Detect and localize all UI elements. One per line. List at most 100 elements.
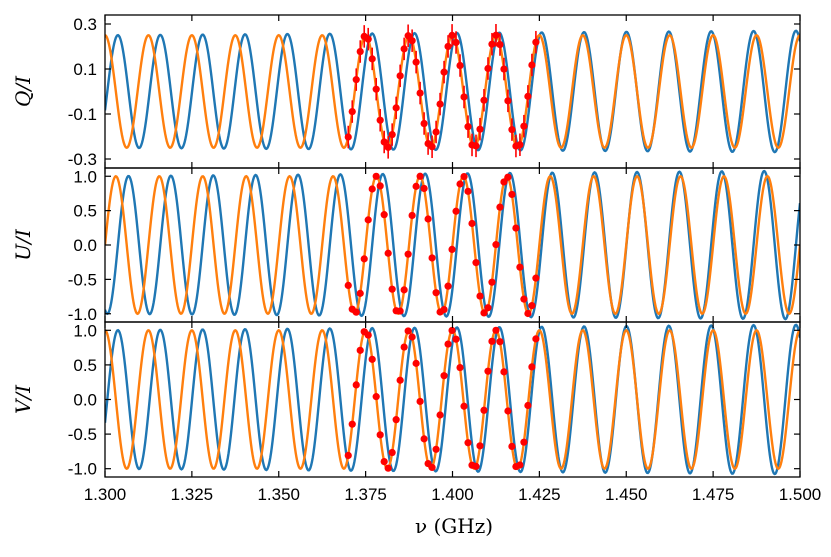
observed-point [464,123,472,131]
y-axis-label: U/I [11,228,35,261]
observed-point [496,203,504,211]
observed-point [532,335,540,343]
observed-point [492,326,500,334]
observed-point [484,367,492,375]
y-tick-label: 0.0 [73,391,97,410]
observed-point [476,442,484,450]
x-tick-label: 1.300 [84,485,127,504]
observed-point [524,309,532,318]
observed-point [532,38,540,46]
observed-point [384,143,392,151]
x-tick-label: 1.500 [779,485,822,504]
observed-point [372,172,380,180]
observed-point [376,182,384,190]
observed-point [464,187,472,195]
panel-0-plot-area [105,24,800,159]
observed-point [404,32,412,40]
observed-point [528,61,536,69]
observed-point [452,38,460,47]
observed-point [476,292,484,300]
observed-point [380,211,388,219]
y-tick-label: -1.0 [68,460,97,479]
observed-point [496,40,504,49]
observed-point [344,451,352,460]
observed-point [520,438,528,446]
observed-point [488,278,496,286]
observed-point [508,190,516,199]
observed-point [412,182,420,190]
observed-point [440,305,448,314]
x-tick-label: 1.350 [257,485,300,504]
observed-point [360,255,368,263]
observed-point [460,402,468,410]
x-tick-label: 1.425 [518,485,561,504]
observed-point [388,448,396,457]
observed-point [364,331,372,339]
observed-point [436,411,444,419]
observed-point [348,107,356,116]
observed-point [400,343,408,351]
observed-point [364,35,372,43]
observed-point [428,254,436,262]
y-tick-label: 0.5 [73,202,97,221]
observed-point [488,40,496,48]
observed-point [400,286,408,294]
observed-point [348,420,356,428]
observed-point [432,289,440,297]
observed-point [532,274,540,282]
panel-1-plot-area [105,169,800,321]
observed-point [416,89,424,97]
observed-point [460,172,468,181]
y-tick-label: 0.1 [73,60,97,79]
y-tick-label: -0.1 [68,105,97,124]
observed-point [492,241,500,249]
x-tick-label: 1.450 [605,485,648,504]
observed-point [432,445,440,453]
observed-point [480,406,488,414]
panel-0: 0.3 0.1 -0.1 -0.3 Q/I [11,14,801,169]
observed-point [472,462,480,470]
observed-point [376,116,384,124]
observed-point [344,133,352,141]
observed-point [452,207,460,215]
observed-point [440,68,448,76]
observed-point [496,338,504,346]
observed-point [428,143,436,151]
observed-point [448,245,456,254]
observed-point [520,295,528,303]
observed-point [528,363,536,371]
panel-2: 1.0 0.5 0.0 -0.5 -1.0 1.300 1.325 1.350 1.375 1.4… [11,321,821,504]
observed-point [372,85,380,93]
observed-point [388,285,396,293]
observed-point [516,263,524,271]
y-tick-label: -0.5 [68,270,97,289]
observed-point [524,92,532,100]
observed-point [416,397,424,406]
observed-point [368,185,376,193]
observed-point [484,64,492,73]
x-tick-label: 1.375 [344,485,387,504]
panel-1: 1.0 0.5 0.0 -0.5 -1.0 U/I [11,167,801,324]
observed-point [412,359,420,367]
observed-point [444,42,452,51]
observed-point [412,58,420,66]
observed-point [528,302,536,310]
y-tick-label: 0.3 [73,15,97,34]
observed-point [356,289,364,297]
observed-point [420,184,428,193]
observed-point [396,307,404,315]
observed-point [396,72,404,80]
observed-point [408,211,416,220]
observed-point [416,172,424,180]
observed-point [428,463,436,472]
observed-point [444,340,452,348]
observed-point [376,431,384,439]
observed-point [444,282,452,290]
y-tick-label: 1.0 [73,167,97,186]
observed-point [384,249,392,257]
y-axis-label: V/I [11,384,35,414]
observed-point [352,308,360,316]
observed-point [352,76,360,84]
observed-point [408,333,416,341]
